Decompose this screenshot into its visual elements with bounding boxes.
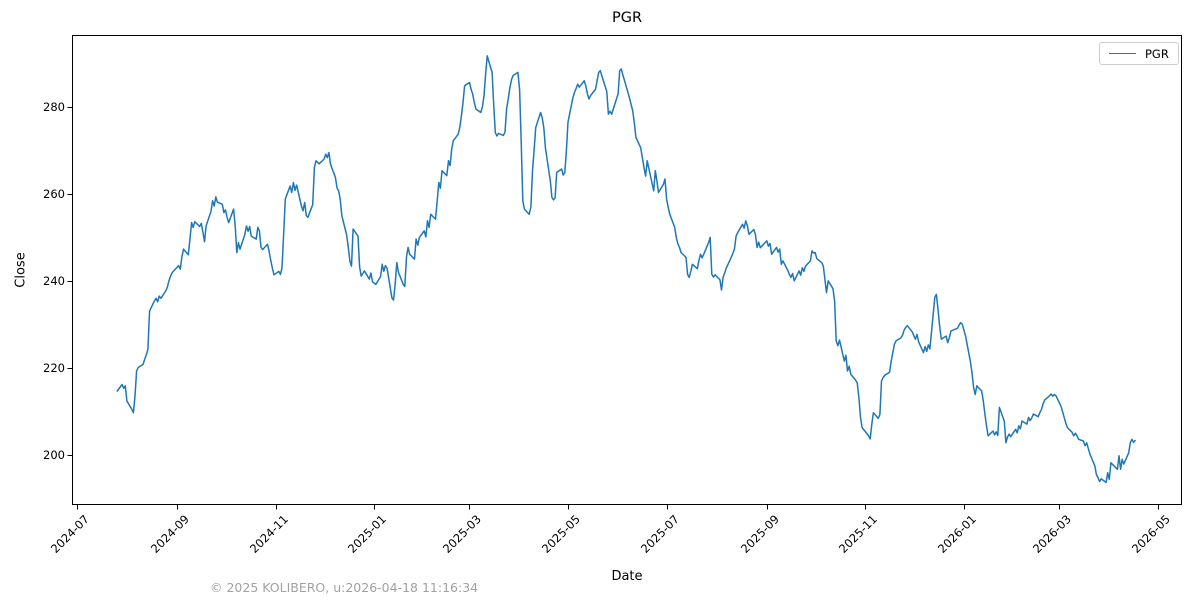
y-tick-label: 280 [43,99,65,114]
price-line-pgr [116,55,1136,484]
axes-spines [72,35,1182,505]
legend-series-label: PGR [1145,46,1169,61]
watermark-text: © 2025 KOLIBERO, u:2026-04-18 11:16:34 [210,580,479,595]
legend-box: PGR [1099,42,1179,65]
chart-title: PGR [611,10,643,26]
y-axis-label: Close [13,252,29,288]
y-tick-label: 260 [43,186,65,201]
y-tick-label: 240 [43,273,65,288]
y-tick-label: 220 [43,360,65,375]
x-axis-label: Date [611,569,643,584]
y-tick-label: 200 [43,447,65,462]
legend-line-sample-icon [1109,53,1136,54]
